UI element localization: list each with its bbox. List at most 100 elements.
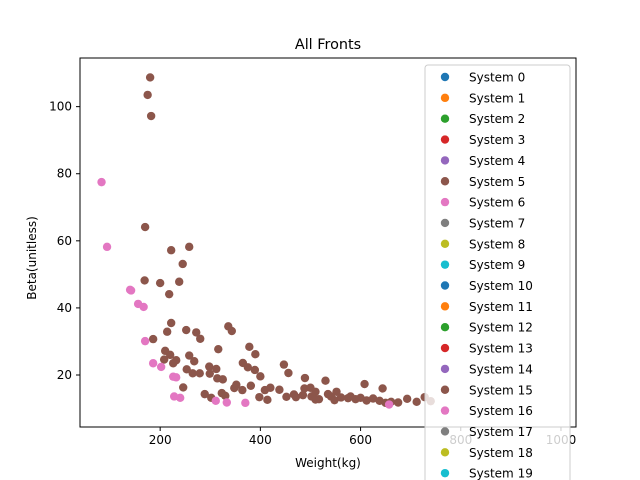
legend-marker: [440, 197, 450, 207]
legend-marker: [440, 177, 450, 186]
data-point: [378, 384, 387, 393]
data-point: [140, 222, 150, 232]
legend-label: System 14: [469, 362, 533, 376]
data-point: [245, 342, 254, 352]
data-point: [192, 328, 201, 337]
legend-label: System 13: [469, 342, 533, 356]
legend-label: System 15: [469, 383, 533, 397]
data-point: [298, 390, 308, 400]
legend-marker: [440, 427, 450, 436]
legend-marker: [440, 156, 450, 165]
data-point: [275, 385, 284, 394]
data-point: [230, 383, 239, 393]
data-point: [97, 177, 106, 187]
data-point: [291, 392, 301, 402]
data-point: [143, 90, 152, 100]
data-point: [162, 327, 172, 336]
data-point: [166, 246, 176, 255]
data-point: [145, 73, 155, 82]
data-point: [402, 394, 412, 404]
x-tick-label: 400: [249, 433, 272, 447]
legend-label: System 3: [469, 133, 525, 147]
legend-marker: [440, 343, 450, 353]
chart-title: All Fronts: [295, 37, 361, 53]
data-point: [168, 359, 178, 368]
x-axis-label: Weight(kg): [295, 456, 361, 470]
axes-frame: [79, 57, 577, 428]
legend: System 0 System 1 System 2 System 3 System 4…: [424, 64, 571, 480]
legend-label: System 9: [469, 258, 525, 272]
data-point: [176, 393, 185, 403]
legend-label: System 12: [469, 321, 533, 335]
data-point: [246, 381, 256, 390]
data-point: [251, 350, 260, 359]
data-point: [190, 357, 199, 366]
data-point: [156, 362, 166, 372]
y-tick-label: 40: [57, 301, 72, 315]
data-point: [102, 242, 112, 252]
data-point: [362, 396, 371, 405]
legend-label: System 8: [469, 237, 525, 251]
legend-label: System 6: [469, 196, 525, 210]
data-point: [332, 387, 341, 396]
data-point: [171, 373, 181, 382]
legend-marker: [440, 323, 450, 332]
data-point: [238, 385, 247, 395]
legend-marker: [440, 281, 450, 290]
data-point: [178, 259, 187, 269]
data-point: [164, 289, 174, 299]
legend-label: System 0: [469, 71, 525, 85]
data-point: [360, 379, 369, 389]
data-point: [330, 395, 339, 405]
legend-marker: [440, 385, 450, 394]
legend-label: System 17: [469, 425, 533, 439]
data-point: [323, 389, 333, 399]
data-point: [263, 395, 272, 405]
legend-label: System 1: [469, 91, 525, 105]
data-point: [140, 336, 150, 346]
legend-marker: [440, 406, 450, 415]
data-point: [205, 369, 214, 378]
legend-marker: [440, 218, 450, 228]
data-point: [346, 392, 355, 401]
data-point: [200, 389, 209, 399]
data-point: [227, 326, 237, 336]
data-point: [311, 395, 320, 404]
y-tick-label: 100: [49, 100, 72, 114]
legend-label: System 16: [469, 404, 533, 418]
data-point: [126, 286, 136, 295]
data-point: [148, 359, 158, 368]
data-point: [266, 383, 275, 392]
legend-marker: [440, 114, 450, 123]
data-point: [282, 392, 291, 402]
data-point: [321, 376, 330, 385]
legend-label: System 18: [469, 446, 533, 460]
data-point: [217, 388, 226, 398]
legend-label: System 7: [469, 216, 525, 230]
data-point: [148, 334, 158, 344]
data-point: [155, 278, 165, 288]
legend-label: System 5: [469, 175, 525, 189]
legend-label: System 2: [469, 112, 525, 126]
data-point: [255, 392, 264, 402]
legend-marker: [440, 239, 450, 248]
y-axis-label: Beta(unitless): [25, 216, 39, 300]
data-point: [284, 368, 293, 378]
data-point: [393, 398, 403, 407]
data-point: [139, 302, 148, 312]
x-tick-label: 600: [349, 433, 372, 447]
data-point: [300, 373, 310, 383]
data-point: [182, 365, 191, 374]
data-point: [179, 383, 188, 392]
x-tick-label: 200: [149, 433, 172, 447]
legend-label: System 19: [469, 467, 533, 480]
legend-label: System 11: [469, 300, 533, 314]
data-point: [159, 355, 169, 364]
data-point: [211, 396, 220, 406]
data-point: [241, 398, 250, 408]
data-point: [212, 364, 221, 374]
legend-marker: [440, 93, 450, 103]
legend-marker: [440, 468, 450, 478]
data-point: [250, 365, 260, 375]
data-point: [165, 350, 175, 360]
